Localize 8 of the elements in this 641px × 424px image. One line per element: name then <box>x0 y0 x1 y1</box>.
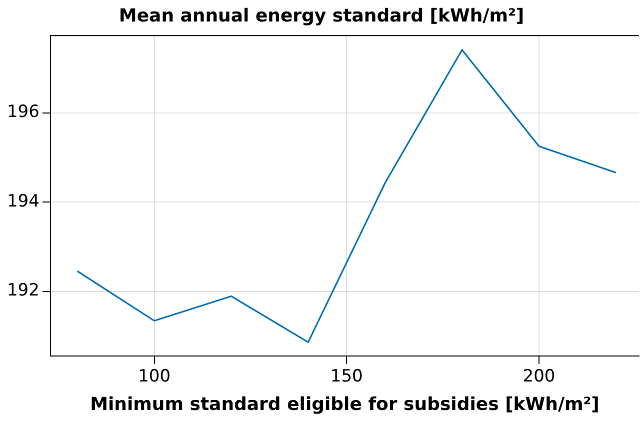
y-tick-label: 192 <box>6 280 40 301</box>
chart-title: Mean annual energy standard [kWh/m²] <box>118 5 524 26</box>
x-tick-label: 100 <box>138 366 171 387</box>
y-tick-label: 196 <box>6 102 40 122</box>
x-tick-label: 150 <box>330 366 363 387</box>
y-tick-label: 194 <box>6 191 40 212</box>
x-axis-title: Minimum standard eligible for subsidies [kWh/m²] <box>90 394 600 415</box>
x-tick-label: 200 <box>522 366 556 387</box>
